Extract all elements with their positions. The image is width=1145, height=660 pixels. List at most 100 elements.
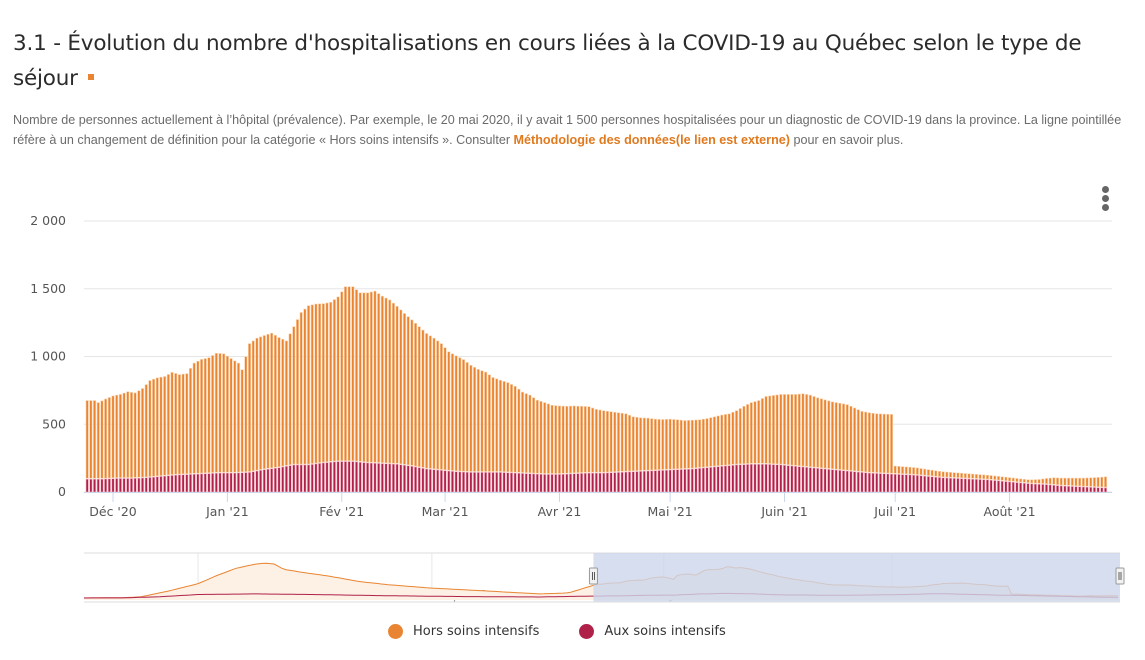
bar-aux-soins[interactable] — [362, 462, 366, 493]
bar-aux-soins[interactable] — [432, 469, 436, 493]
bar-aux-soins[interactable] — [605, 472, 609, 493]
bar-hors-soins[interactable] — [709, 417, 713, 467]
bar-hors-soins[interactable] — [720, 414, 724, 466]
bar-aux-soins[interactable] — [196, 473, 200, 493]
bar-hors-soins[interactable] — [690, 419, 694, 469]
bar-aux-soins[interactable] — [236, 472, 240, 493]
bar-aux-soins[interactable] — [513, 472, 517, 493]
bar-aux-soins[interactable] — [373, 462, 377, 493]
bar-hors-soins[interactable] — [535, 399, 539, 474]
bar-aux-soins[interactable] — [141, 477, 145, 493]
bar-hors-soins[interactable] — [480, 370, 484, 472]
bar-hors-soins[interactable] — [635, 417, 639, 472]
bar-hors-soins[interactable] — [207, 357, 211, 474]
bar-hors-soins[interactable] — [347, 286, 351, 462]
bar-hors-soins[interactable] — [447, 351, 451, 471]
bar-hors-soins[interactable] — [830, 401, 834, 470]
bar-hors-soins[interactable] — [1081, 477, 1085, 487]
bar-hors-soins[interactable] — [550, 404, 554, 474]
bar-hors-soins[interactable] — [705, 418, 709, 468]
bar-hors-soins[interactable] — [148, 380, 152, 477]
bar-aux-soins[interactable] — [277, 467, 281, 493]
bar-aux-soins[interactable] — [882, 473, 886, 493]
bar-aux-soins[interactable] — [812, 467, 816, 493]
bar-aux-soins[interactable] — [509, 472, 513, 493]
bar-hors-soins[interactable] — [760, 398, 764, 464]
bar-hors-soins[interactable] — [694, 419, 698, 469]
bar-aux-soins[interactable] — [650, 470, 654, 493]
bar-hors-soins[interactable] — [561, 405, 565, 474]
bar-hors-soins[interactable] — [104, 398, 108, 479]
bar-aux-soins[interactable] — [653, 470, 657, 493]
bar-hors-soins[interactable] — [886, 413, 890, 474]
bar-hors-soins[interactable] — [465, 362, 469, 472]
bar-hors-soins[interactable] — [170, 372, 174, 475]
bar-aux-soins[interactable] — [111, 478, 115, 493]
bar-hors-soins[interactable] — [203, 358, 207, 474]
bar-hors-soins[interactable] — [310, 304, 314, 464]
bar-aux-soins[interactable] — [1092, 487, 1096, 493]
bar-aux-soins[interactable] — [402, 464, 406, 493]
bar-hors-soins[interactable] — [233, 360, 237, 473]
bar-aux-soins[interactable] — [738, 464, 742, 493]
bar-hors-soins[interactable] — [849, 405, 853, 471]
bar-aux-soins[interactable] — [118, 478, 122, 493]
bar-aux-soins[interactable] — [768, 464, 772, 493]
bar-hors-soins[interactable] — [1044, 478, 1048, 485]
bar-hors-soins[interactable] — [266, 334, 270, 469]
bar-hors-soins[interactable] — [893, 465, 897, 474]
bar-hors-soins[interactable] — [1104, 476, 1107, 488]
bar-hors-soins[interactable] — [827, 400, 831, 469]
bar-aux-soins[interactable] — [377, 463, 381, 493]
bar-aux-soins[interactable] — [919, 475, 923, 493]
bar-aux-soins[interactable] — [572, 473, 576, 493]
bar-aux-soins[interactable] — [251, 471, 255, 493]
bar-aux-soins[interactable] — [591, 472, 595, 493]
bar-hors-soins[interactable] — [343, 286, 347, 462]
bar-aux-soins[interactable] — [609, 472, 613, 493]
bar-hors-soins[interactable] — [1026, 479, 1030, 484]
bar-hors-soins[interactable] — [222, 353, 226, 473]
bar-hors-soins[interactable] — [661, 419, 665, 470]
bar-hors-soins[interactable] — [299, 312, 303, 465]
bar-hors-soins[interactable] — [749, 402, 753, 464]
bar-hors-soins[interactable] — [672, 419, 676, 470]
bar-hors-soins[interactable] — [838, 402, 842, 470]
bar-hors-soins[interactable] — [746, 404, 750, 464]
bar-hors-soins[interactable] — [388, 299, 392, 464]
bar-aux-soins[interactable] — [314, 463, 318, 493]
bar-hors-soins[interactable] — [543, 402, 547, 474]
bar-aux-soins[interactable] — [296, 464, 299, 493]
bar-aux-soins[interactable] — [395, 463, 399, 493]
bar-hors-soins[interactable] — [598, 409, 602, 473]
bar-hors-soins[interactable] — [842, 403, 846, 471]
bar-hors-soins[interactable] — [1067, 477, 1071, 486]
bar-hors-soins[interactable] — [915, 467, 919, 475]
bar-aux-soins[interactable] — [347, 461, 351, 493]
bar-aux-soins[interactable] — [978, 479, 982, 493]
bar-hors-soins[interactable] — [509, 384, 513, 473]
bar-hors-soins[interactable] — [639, 417, 643, 471]
bar-aux-soins[interactable] — [469, 472, 473, 493]
bar-hors-soins[interactable] — [93, 400, 97, 479]
bar-aux-soins[interactable] — [557, 474, 561, 493]
bar-aux-soins[interactable] — [462, 471, 466, 493]
bar-aux-soins[interactable] — [709, 466, 713, 493]
bar-aux-soins[interactable] — [760, 463, 764, 493]
bar-hors-soins[interactable] — [823, 399, 827, 469]
bar-hors-soins[interactable] — [1015, 478, 1019, 483]
bar-hors-soins[interactable] — [934, 470, 938, 477]
bar-hors-soins[interactable] — [1033, 479, 1037, 484]
bar-aux-soins[interactable] — [535, 473, 539, 493]
bar-hors-soins[interactable] — [1085, 477, 1089, 487]
bar-hors-soins[interactable] — [251, 340, 255, 472]
bar-hors-soins[interactable] — [174, 373, 178, 475]
bar-aux-soins[interactable] — [270, 468, 274, 493]
bar-hors-soins[interactable] — [945, 471, 949, 478]
bar-hors-soins[interactable] — [1030, 479, 1034, 484]
bar-aux-soins[interactable] — [266, 468, 270, 493]
bar-hors-soins[interactable] — [329, 302, 333, 462]
bar-hors-soins[interactable] — [473, 367, 477, 472]
bar-aux-soins[interactable] — [569, 473, 573, 493]
bar-aux-soins[interactable] — [550, 474, 554, 493]
